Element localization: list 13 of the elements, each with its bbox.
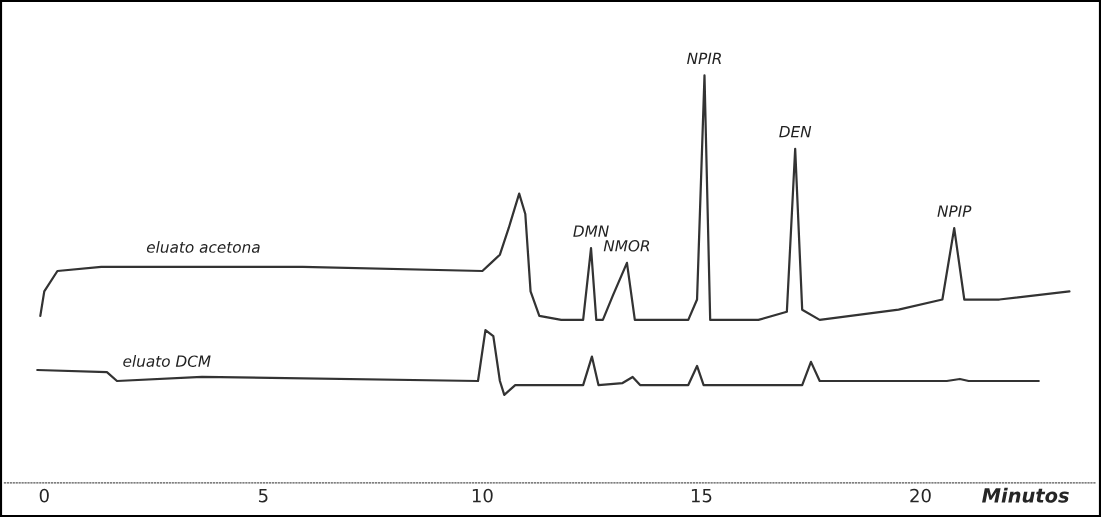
annotation: NPIP: [937, 205, 972, 217]
x-tick-label: 10: [472, 488, 493, 503]
annotation: DMN: [573, 225, 609, 237]
annotation: DEN: [779, 126, 812, 138]
annotation: NPIR: [687, 52, 721, 64]
x-tick-label: 5: [258, 488, 268, 503]
series-label: eluato acetona: [146, 241, 260, 253]
x-tick-label: 15: [691, 488, 712, 503]
x-axis-title: Minutos: [982, 487, 1069, 503]
series-label: eluato DCM: [123, 355, 211, 367]
x-tick-label: 0: [39, 488, 49, 503]
x-tick-label: 20: [910, 488, 931, 503]
annotation: NMOR: [603, 240, 650, 252]
